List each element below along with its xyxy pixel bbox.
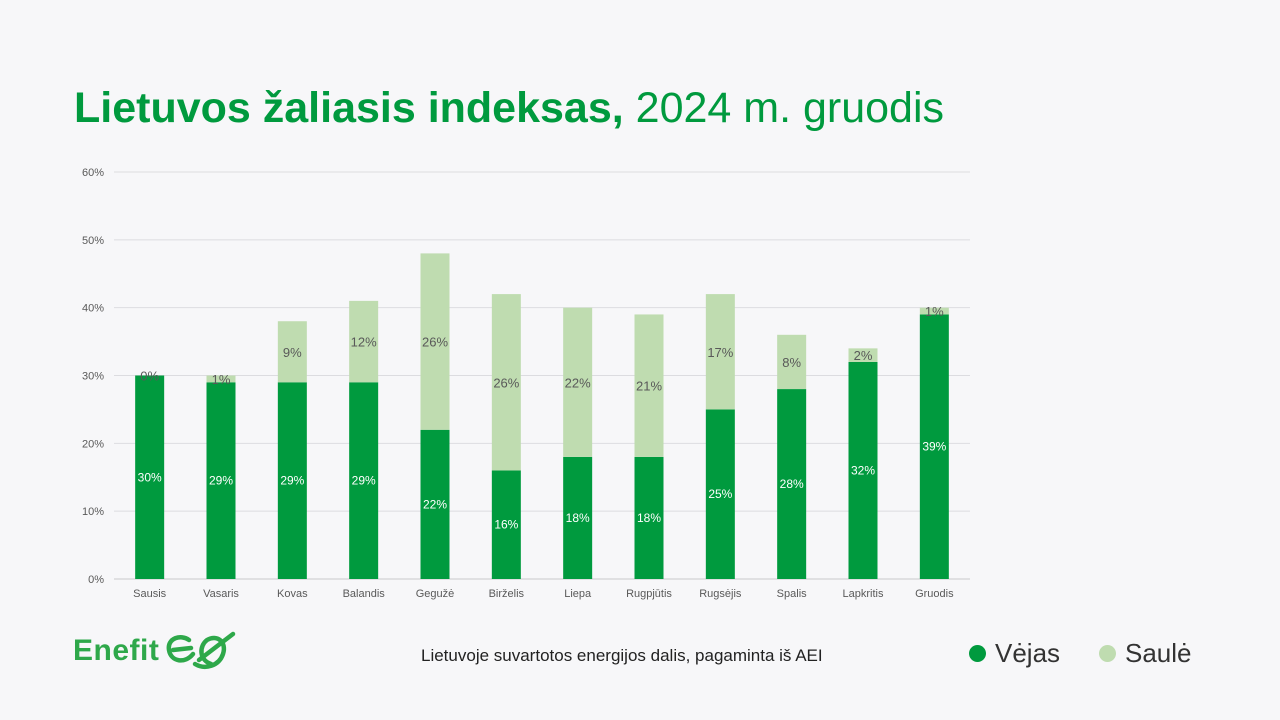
data-label-wind: 25% — [708, 487, 732, 501]
data-label-wind: 29% — [280, 474, 304, 488]
legend-item-wind: Vėjas — [969, 638, 1060, 669]
legend-label-solar: Saulė — [1125, 638, 1192, 668]
x-tick-label: Spalis — [777, 588, 807, 600]
data-label-solar: 2% — [854, 348, 873, 363]
bar-wind — [705, 409, 735, 579]
bar-solar — [563, 307, 593, 457]
data-label-wind: 18% — [566, 511, 590, 525]
data-label-wind: 18% — [637, 511, 661, 525]
bar-solar — [277, 321, 307, 383]
y-tick-label: 20% — [82, 438, 104, 450]
bar-solar — [777, 334, 807, 390]
brand-name: Enefit — [73, 634, 160, 667]
bar-wind — [634, 456, 664, 579]
data-label-wind: 22% — [423, 497, 447, 511]
bar-solar — [420, 253, 450, 430]
bar-wind — [420, 429, 450, 579]
bar-wind — [919, 314, 949, 579]
data-label-wind: 39% — [922, 440, 946, 454]
data-label-wind: 30% — [138, 470, 162, 484]
bar-solar — [634, 314, 664, 457]
x-tick-label: Rugsėjis — [699, 588, 742, 600]
y-tick-label: 60% — [82, 167, 104, 179]
x-tick-label: Lapkritis — [843, 588, 884, 600]
data-label-wind: 29% — [209, 474, 233, 488]
bar-wind — [349, 382, 379, 579]
y-tick-label: 40% — [82, 303, 104, 315]
bar-solar — [349, 300, 379, 383]
bar-wind — [277, 382, 307, 579]
data-label-wind: 16% — [494, 518, 518, 532]
bar-wind — [777, 389, 807, 579]
x-tick-label: Liepa — [564, 588, 592, 600]
chart-title-date: 2024 m. gruodis — [623, 84, 944, 132]
bar-solar — [491, 294, 521, 471]
legend-label-wind: Vėjas — [995, 638, 1061, 668]
y-tick-label: 50% — [82, 235, 104, 247]
bar-wind — [563, 456, 593, 579]
data-label-solar: 12% — [351, 335, 377, 350]
bar-solar — [848, 348, 878, 362]
y-tick-label: 0% — [88, 574, 104, 586]
y-tick-label: 10% — [82, 506, 104, 518]
enefit-logo: Enefit — [73, 630, 237, 672]
legend-dot-wind-icon — [969, 645, 986, 662]
data-label-solar: 17% — [707, 345, 733, 360]
bar-solar — [919, 307, 949, 315]
legend-dot-solar-icon — [1099, 645, 1116, 662]
data-label-solar: 8% — [782, 355, 801, 370]
bar-wind — [135, 375, 165, 579]
data-label-solar: 26% — [422, 335, 448, 350]
legend-item-solar: Saulė — [1099, 638, 1192, 669]
chart-footnote: Lietuvoje suvartotos energijos dalis, pa… — [421, 646, 823, 665]
bar-solar — [705, 294, 735, 410]
data-label-solar: 26% — [493, 375, 519, 390]
chart-title-bold: Lietuvos žaliasis indeksas, — [74, 84, 624, 132]
data-label-wind: 32% — [851, 463, 875, 477]
data-label-solar: 1% — [925, 304, 944, 319]
data-label-solar: 1% — [212, 372, 231, 387]
x-tick-label: Vasaris — [203, 588, 239, 600]
data-label-solar: 22% — [565, 375, 591, 390]
x-tick-label: Kovas — [277, 588, 308, 600]
x-tick-label: Gegužė — [416, 588, 455, 600]
data-label-wind: 29% — [352, 474, 376, 488]
chart-title: Lietuvos žaliasis indeksas, 2024 m. gruo… — [74, 84, 944, 133]
data-label-solar: 9% — [283, 345, 302, 360]
y-tick-label: 30% — [82, 371, 104, 383]
x-tick-label: Birželis — [489, 588, 525, 600]
bar-wind — [206, 382, 236, 579]
data-label-wind: 28% — [780, 477, 804, 491]
x-tick-label: Sausis — [133, 588, 167, 600]
bar-wind — [491, 470, 521, 579]
x-tick-label: Balandis — [343, 588, 386, 600]
stacked-bar-chart: 0% 10% 20% 30% 40% 50% 60% 30% 0% Sausis 29% 1% Vasa… — [82, 167, 970, 600]
x-tick-label: Rugpjūtis — [626, 588, 672, 600]
bar-solar — [206, 375, 236, 383]
leaf-logo-icon — [167, 631, 236, 669]
x-tick-label: Gruodis — [915, 588, 954, 600]
bar-wind — [848, 361, 878, 579]
data-label-solar: 21% — [636, 379, 662, 394]
data-label-solar: 0% — [140, 369, 159, 384]
